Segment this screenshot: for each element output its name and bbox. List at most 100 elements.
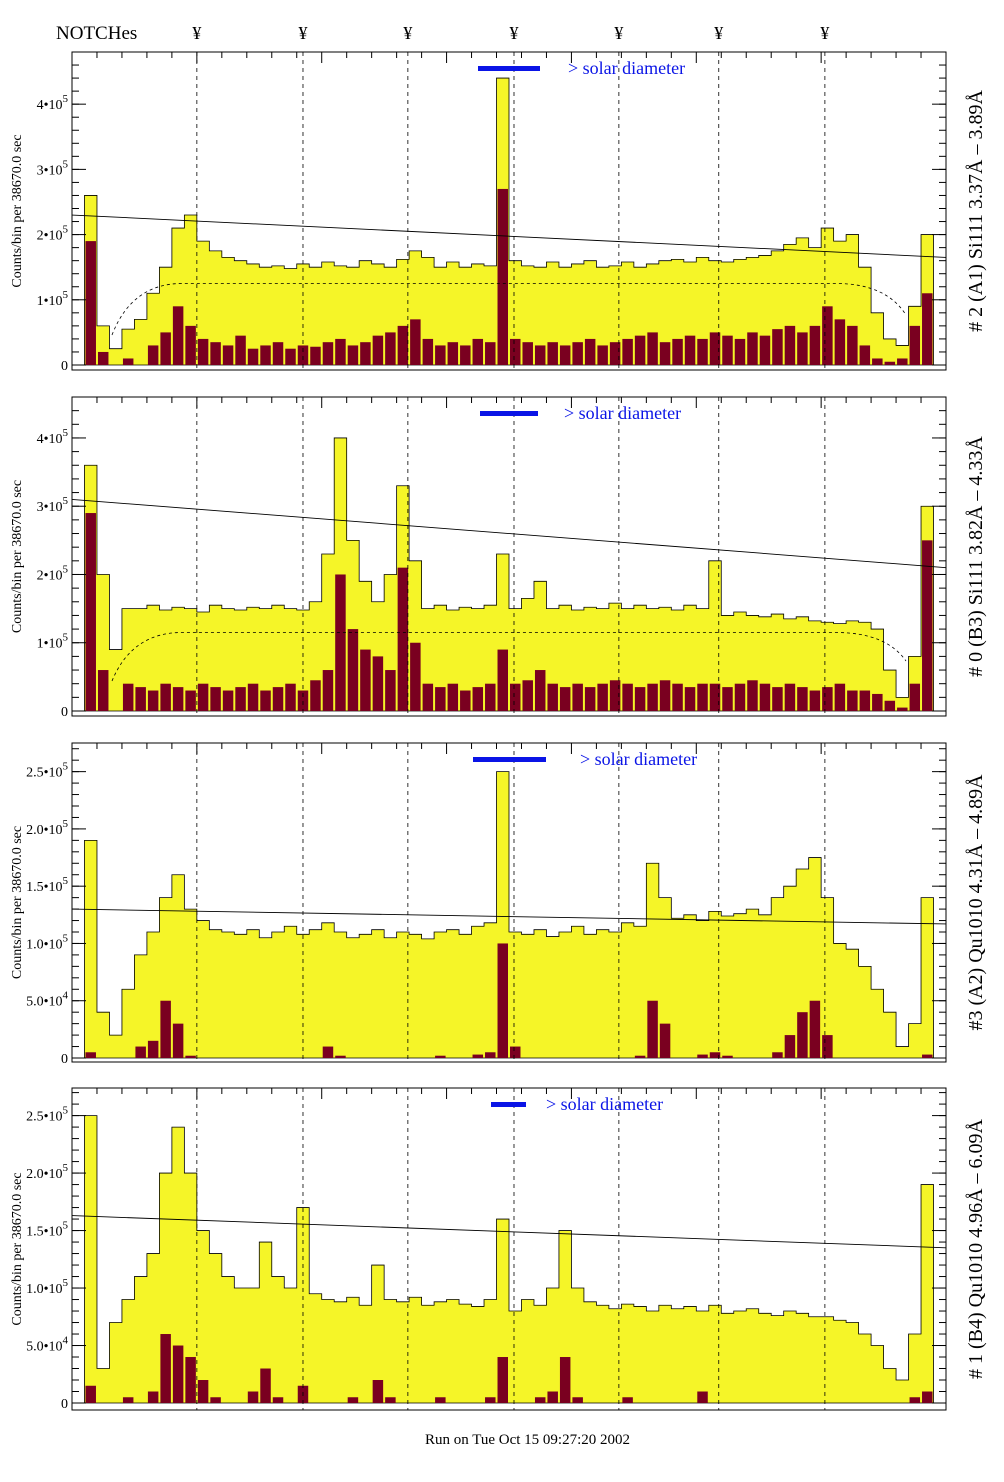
dark-bin-68 <box>922 293 933 365</box>
dark-bin-62 <box>847 690 858 711</box>
dark-bin-7 <box>160 683 171 711</box>
dark-bin-43 <box>609 342 621 365</box>
dark-bin-60 <box>822 687 833 711</box>
dark-bin-6 <box>147 1391 159 1403</box>
dark-bin-53 <box>734 683 746 711</box>
dark-bin-68 <box>922 1391 933 1403</box>
dark-bin-64 <box>872 693 883 711</box>
dark-bin-50 <box>697 683 708 711</box>
dark-bin-42 <box>597 345 608 365</box>
dark-bin-68 <box>922 540 933 711</box>
dark-bin-52 <box>722 1055 733 1058</box>
dark-bin-10 <box>197 1380 209 1403</box>
total-counts-histogram <box>72 437 946 712</box>
dark-bin-38 <box>547 342 558 365</box>
y-axis-label: Counts/bin per 38670.0 sec <box>10 1172 25 1325</box>
dark-bin-32 <box>472 338 484 365</box>
dark-bin-14 <box>247 683 259 711</box>
dark-bin-1 <box>85 1052 96 1058</box>
dark-bin-45 <box>634 335 646 365</box>
dark-bin-31 <box>460 345 471 365</box>
dark-bin-48 <box>672 338 683 365</box>
dark-bin-57 <box>784 325 796 365</box>
dark-bin-61 <box>834 683 846 711</box>
dark-bin-26 <box>397 567 409 711</box>
total-counts-histogram <box>72 77 946 366</box>
dark-bin-46 <box>647 332 658 365</box>
dark-bin-46 <box>647 683 658 711</box>
panel-2: 0 5.0•104 1.0•105 1.5•105 2.0•105 2.5•105 Coun… <box>10 742 987 1067</box>
dark-bin-4 <box>122 683 134 711</box>
dark-bin-44 <box>622 338 633 365</box>
dark-bin-14 <box>247 348 259 365</box>
ytick-label-3: 3•105 <box>37 495 69 515</box>
dark-bin-30 <box>447 342 459 365</box>
dark-bin-29 <box>435 345 446 365</box>
dark-bin-37 <box>534 670 546 711</box>
dark-bin-52 <box>722 335 733 365</box>
panel-title: # 2 (A1) Si111 3.37Å – 3.89Å <box>965 90 987 332</box>
dark-bin-1 <box>85 241 96 365</box>
dark-bin-9 <box>185 325 196 365</box>
dark-bin-33 <box>485 683 496 711</box>
dark-bin-12 <box>222 345 234 365</box>
dark-bin-29 <box>435 687 446 711</box>
panel-title: # 0 (B3) Si111 3.82Å – 4.33Å <box>965 436 987 677</box>
dark-bin-13 <box>235 335 246 365</box>
y-axis-label: Counts/bin per 38670.0 sec <box>10 480 25 633</box>
notch-symbol-2: ¥ <box>403 23 412 43</box>
dark-bin-60 <box>822 306 833 365</box>
y-axis-label: Counts/bin per 38670.0 sec <box>10 826 25 979</box>
dark-bin-27 <box>410 319 421 365</box>
dark-bin-47 <box>659 342 671 365</box>
dark-bin-21 <box>335 574 346 711</box>
dark-bin-44 <box>622 1397 633 1403</box>
dark-bin-36 <box>522 680 533 711</box>
legend-swatch <box>478 66 540 71</box>
ytick-label-3: 3•105 <box>37 158 69 178</box>
ytick-label-0: 0 <box>61 359 68 374</box>
dark-bin-51 <box>709 1052 721 1058</box>
ytick-label-4: 2.0•105 <box>26 818 68 838</box>
dark-bin-9 <box>185 1055 196 1058</box>
dark-bin-52 <box>722 687 733 711</box>
dark-bin-38 <box>547 1391 558 1403</box>
dark-bin-66 <box>897 707 908 711</box>
dark-bin-9 <box>185 1357 196 1403</box>
dark-bin-33 <box>485 1397 496 1403</box>
dark-bin-49 <box>684 335 696 365</box>
dark-bin-63 <box>859 345 871 365</box>
panels: 0 1•105 2•105 3•105 4•105 Counts/bin per 3867… <box>10 51 987 1412</box>
dark-bin-8 <box>172 306 184 365</box>
dark-bin-11 <box>210 687 221 711</box>
dark-bin-10 <box>197 338 209 365</box>
dark-bin-4 <box>122 358 134 365</box>
panel-0: 0 1•105 2•105 3•105 4•105 Counts/bin per 3867… <box>10 51 987 374</box>
dark-bin-50 <box>697 338 708 365</box>
ytick-label-2: 2•105 <box>37 563 69 583</box>
dark-bin-40 <box>572 1397 583 1403</box>
dark-bin-32 <box>472 687 484 711</box>
dark-bin-9 <box>185 690 196 711</box>
dark-bin-45 <box>634 687 646 711</box>
ytick-label-1: 5.0•104 <box>26 990 68 1010</box>
dark-bin-68 <box>922 1054 933 1058</box>
dark-bin-15 <box>260 345 271 365</box>
legend-label: > solar diameter <box>580 749 697 769</box>
dark-bin-8 <box>172 1023 184 1058</box>
notches-label: NOTCHes <box>56 23 137 44</box>
dark-bin-25 <box>385 1397 396 1403</box>
dark-bin-35 <box>510 683 521 711</box>
legend-label: > solar diameter <box>568 58 685 78</box>
fit-line <box>71 908 947 925</box>
dark-bin-50 <box>697 1391 708 1403</box>
ytick-label-5: 2.5•105 <box>26 1105 68 1125</box>
dark-bin-56 <box>772 1052 783 1058</box>
dark-bin-11 <box>210 342 221 365</box>
dark-bin-17 <box>285 683 296 711</box>
dark-bin-2 <box>97 670 109 711</box>
dark-bin-7 <box>160 1334 171 1403</box>
dark-bin-24 <box>372 656 384 711</box>
dark-bin-34 <box>497 649 508 711</box>
dark-bin-35 <box>510 1046 521 1058</box>
